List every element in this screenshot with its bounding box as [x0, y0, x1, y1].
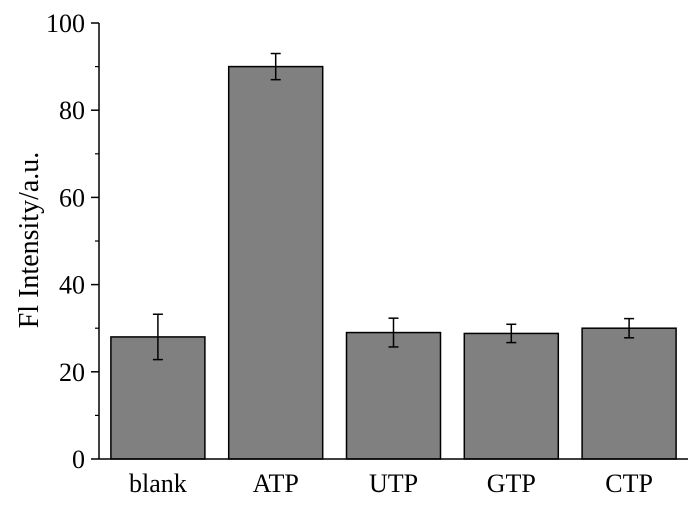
y-ticks-group: 0 20 40 60 80 100: [46, 9, 99, 474]
y-tick-label-60: 60: [59, 183, 85, 212]
bar-gtp: [463, 332, 560, 460]
y-tick-label-20: 20: [59, 358, 85, 387]
x-tick-label-utp: UTP: [369, 469, 418, 498]
bar-atp: [227, 65, 324, 460]
bar-ctp: [581, 327, 677, 460]
error-bars-group: [152, 52, 635, 361]
bar-utp: [345, 331, 442, 460]
x-tick-label-ctp: CTP: [605, 469, 653, 498]
x-tick-label-atp: ATP: [253, 469, 299, 498]
x-ticks-group: blank ATP UTP GTP CTP: [129, 469, 653, 498]
y-tick-label-80: 80: [59, 96, 85, 125]
x-tick-label-blank: blank: [129, 469, 187, 498]
x-tick-label-gtp: GTP: [487, 469, 536, 498]
y-tick-label-100: 100: [46, 9, 85, 38]
bars-group: [110, 65, 677, 460]
y-tick-label-40: 40: [59, 271, 85, 300]
y-tick-label-0: 0: [72, 445, 85, 474]
y-axis-label: Fl Intensity/a.u.: [14, 152, 45, 329]
